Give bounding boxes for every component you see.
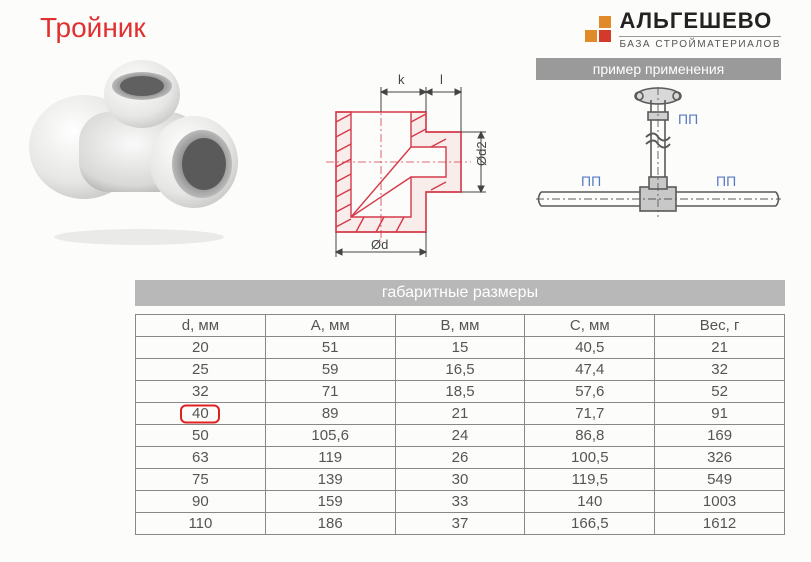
table-cell: 549 <box>655 469 785 491</box>
table-row: 327118,557,652 <box>136 381 785 403</box>
table-cell: 52 <box>655 381 785 403</box>
table-cell: 24 <box>395 425 525 447</box>
table-cell: 166,5 <box>525 513 655 535</box>
table-row: 40892171,791 <box>136 403 785 425</box>
table-header: C, мм <box>525 315 655 337</box>
table-cell: 71 <box>265 381 395 403</box>
table-cell: 86,8 <box>525 425 655 447</box>
table-cell: 139 <box>265 469 395 491</box>
label-pp-left: ПП <box>581 173 601 189</box>
brand-logo-icon <box>585 16 611 42</box>
table-cell: 100,5 <box>525 447 655 469</box>
table-cell: 18,5 <box>395 381 525 403</box>
table-cell: 32 <box>136 381 266 403</box>
table-cell: 40 <box>136 403 266 425</box>
table-cell: 119,5 <box>525 469 655 491</box>
brand-block: АЛЬГЕШЕВО БАЗА СТРОЙМАТЕРИАЛОВ <box>585 8 781 50</box>
dim-label-k: k <box>398 72 405 87</box>
table-cell: 90 <box>136 491 266 513</box>
table-cell: 21 <box>395 403 525 425</box>
table-cell: 30 <box>395 469 525 491</box>
table-cell: 51 <box>265 337 395 359</box>
table-cell: 63 <box>136 447 266 469</box>
label-pp-top: ПП <box>678 111 698 127</box>
table-cell: 15 <box>395 337 525 359</box>
table-row: 20511540,521 <box>136 337 785 359</box>
table-row: 255916,547,432 <box>136 359 785 381</box>
table-cell: 1003 <box>655 491 785 513</box>
table-cell: 75 <box>136 469 266 491</box>
table-cell: 26 <box>395 447 525 469</box>
table-cell: 57,6 <box>525 381 655 403</box>
table-cell: 25 <box>136 359 266 381</box>
label-pp-right: ПП <box>716 173 736 189</box>
table-cell: 110 <box>136 513 266 535</box>
table-cell: 169 <box>655 425 785 447</box>
table-cell: 159 <box>265 491 395 513</box>
table-cell: 47,4 <box>525 359 655 381</box>
table-cell: 37 <box>395 513 525 535</box>
table-header: B, мм <box>395 315 525 337</box>
table-cell: 20 <box>136 337 266 359</box>
table-header: A, мм <box>265 315 395 337</box>
example-diagram: ПП ПП ПП <box>536 82 781 242</box>
table-cell: 59 <box>265 359 395 381</box>
table-cell: 140 <box>525 491 655 513</box>
table-title: габаритные размеры <box>135 280 785 306</box>
brand-name: АЛЬГЕШЕВО <box>619 8 781 34</box>
table-cell: 40,5 <box>525 337 655 359</box>
table-cell: 16,5 <box>395 359 525 381</box>
table-row: 11018637166,51612 <box>136 513 785 535</box>
brand-subtitle: БАЗА СТРОЙМАТЕРИАЛОВ <box>619 36 781 50</box>
dimensions-table: d, ммA, ммB, ммC, ммВес, г 20511540,5212… <box>135 314 785 535</box>
table-row: 50105,62486,8169 <box>136 425 785 447</box>
table-row: 90159331401003 <box>136 491 785 513</box>
table-cell: 326 <box>655 447 785 469</box>
table-cell: 32 <box>655 359 785 381</box>
dim-label-d: Ød <box>371 237 388 252</box>
technical-drawing: k l Ød2 Ød <box>296 62 496 257</box>
example-header-bar: пример применения <box>536 58 781 80</box>
table-cell: 33 <box>395 491 525 513</box>
page-title: Тройник <box>40 12 146 44</box>
table-cell: 21 <box>655 337 785 359</box>
dim-label-d2: Ød2 <box>474 141 489 166</box>
table-row: 7513930119,5549 <box>136 469 785 491</box>
table-cell: 105,6 <box>265 425 395 447</box>
table-cell: 71,7 <box>525 403 655 425</box>
table-cell: 1612 <box>655 513 785 535</box>
table-cell: 89 <box>265 403 395 425</box>
table-cell: 186 <box>265 513 395 535</box>
dim-label-l: l <box>440 72 443 87</box>
product-photo <box>24 52 254 247</box>
table-cell: 119 <box>265 447 395 469</box>
table-header: d, мм <box>136 315 266 337</box>
table-cell: 91 <box>655 403 785 425</box>
table-row: 6311926100,5326 <box>136 447 785 469</box>
highlight-box <box>180 404 220 423</box>
table-header: Вес, г <box>655 315 785 337</box>
table-cell: 50 <box>136 425 266 447</box>
